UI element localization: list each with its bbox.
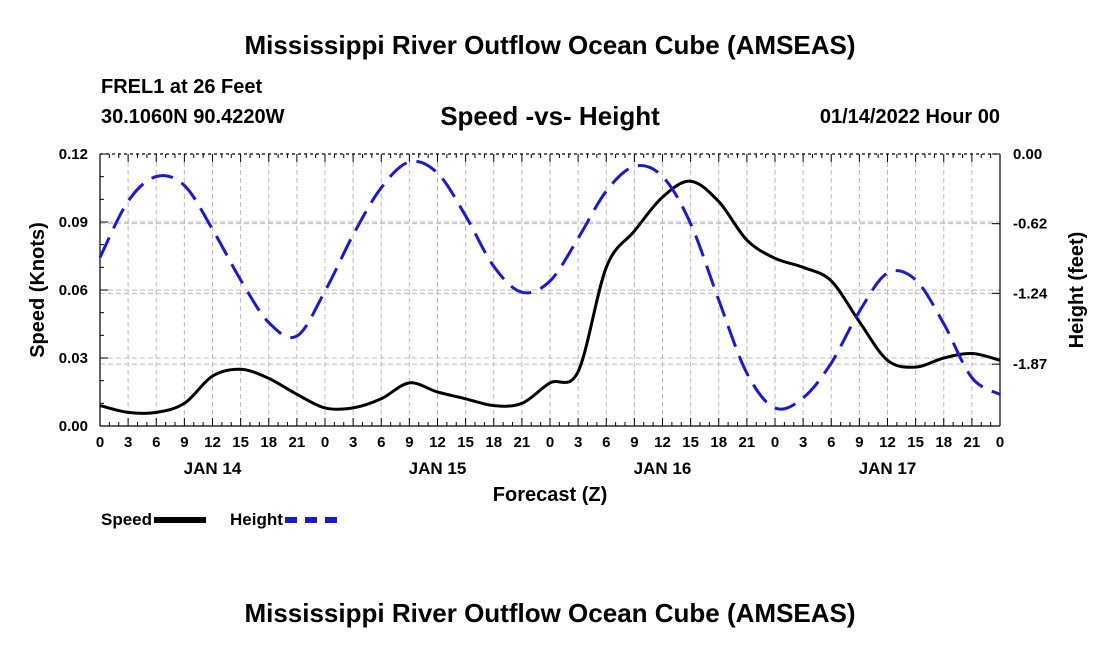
x-axis-title: Forecast (Z) bbox=[493, 484, 607, 506]
x-tick-label: 3 bbox=[799, 434, 807, 451]
legend-height-label: Height bbox=[230, 510, 283, 529]
x-day-label: JAN 16 bbox=[634, 459, 692, 478]
y-tick-label: 0.06 bbox=[59, 282, 88, 299]
x-tick-label: 0 bbox=[771, 434, 779, 451]
x-day-label: JAN 14 bbox=[184, 459, 242, 478]
x-tick-label: 9 bbox=[180, 434, 188, 451]
x-tick-label: 3 bbox=[349, 434, 357, 451]
legend-speed: Speed bbox=[101, 510, 207, 530]
page-title: Mississippi River Outflow Ocean Cube (AM… bbox=[244, 30, 856, 60]
x-tick-label: 6 bbox=[377, 434, 385, 451]
x-tick-label: 21 bbox=[514, 434, 531, 451]
station-coordinates: 30.1060N 90.4220W bbox=[101, 106, 285, 128]
x-tick-label: 0 bbox=[996, 434, 1004, 451]
x-tick-label: 0 bbox=[96, 434, 104, 451]
y-axis-title: Speed (Knots) bbox=[27, 222, 49, 358]
x-tick-label: 6 bbox=[152, 434, 160, 451]
x-day-label: JAN 17 bbox=[859, 459, 917, 478]
y2-tick-label: -1.24 bbox=[1013, 285, 1048, 302]
x-tick-label: 3 bbox=[574, 434, 582, 451]
y2-axis-title: Height (feet) bbox=[1066, 232, 1088, 349]
legend-speed-label: Speed bbox=[101, 510, 153, 529]
legend-height-line-icon bbox=[284, 517, 337, 523]
legend-height: Height bbox=[230, 510, 337, 530]
x-tick-label: 18 bbox=[935, 434, 952, 451]
x-tick-label: 6 bbox=[602, 434, 610, 451]
x-tick-label: 6 bbox=[827, 434, 835, 451]
x-tick-label: 9 bbox=[405, 434, 413, 451]
x-tick-label: 15 bbox=[682, 434, 699, 451]
x-tick-label: 21 bbox=[289, 434, 306, 451]
y-tick-label: 0.00 bbox=[59, 418, 88, 435]
y2-tick-label: -1.87 bbox=[1013, 356, 1047, 373]
x-tick-label: 18 bbox=[260, 434, 277, 451]
x-tick-label: 9 bbox=[855, 434, 863, 451]
y-tick-label: 0.09 bbox=[59, 214, 88, 231]
x-day-label: JAN 15 bbox=[409, 459, 467, 478]
y2-tick-label: -0.62 bbox=[1013, 216, 1047, 233]
footer-title: Mississippi River Outflow Ocean Cube (AM… bbox=[244, 598, 856, 628]
x-tick-label: 15 bbox=[907, 434, 924, 451]
y-tick-label: 0.03 bbox=[59, 350, 88, 367]
x-tick-label: 12 bbox=[429, 434, 446, 451]
series-line-speed bbox=[99, 179, 1001, 415]
x-tick-label: 15 bbox=[232, 434, 249, 451]
station-label: FREL1 at 26 Feet bbox=[101, 76, 263, 98]
x-tick-label: 9 bbox=[630, 434, 638, 451]
y2-tick-label: 0.00 bbox=[1013, 146, 1042, 163]
x-tick-label: 0 bbox=[546, 434, 554, 451]
series-line-height bbox=[98, 159, 1001, 411]
chart-subtitle: Speed -vs- Height bbox=[440, 101, 660, 131]
y-tick-label: 0.12 bbox=[59, 146, 88, 163]
x-tick-label: 12 bbox=[879, 434, 896, 451]
x-tick-label: 15 bbox=[457, 434, 474, 451]
x-tick-label: 18 bbox=[710, 434, 727, 451]
x-tick-label: 3 bbox=[124, 434, 132, 451]
forecast-datetime: 01/14/2022 Hour 00 bbox=[819, 106, 1000, 128]
x-tick-label: 21 bbox=[964, 434, 981, 451]
x-tick-label: 21 bbox=[739, 434, 756, 451]
legend-speed-line-icon bbox=[154, 517, 207, 523]
x-tick-label: 18 bbox=[485, 434, 502, 451]
x-tick-label: 0 bbox=[321, 434, 329, 451]
x-tick-label: 12 bbox=[654, 434, 671, 451]
x-tick-label: 12 bbox=[204, 434, 221, 451]
